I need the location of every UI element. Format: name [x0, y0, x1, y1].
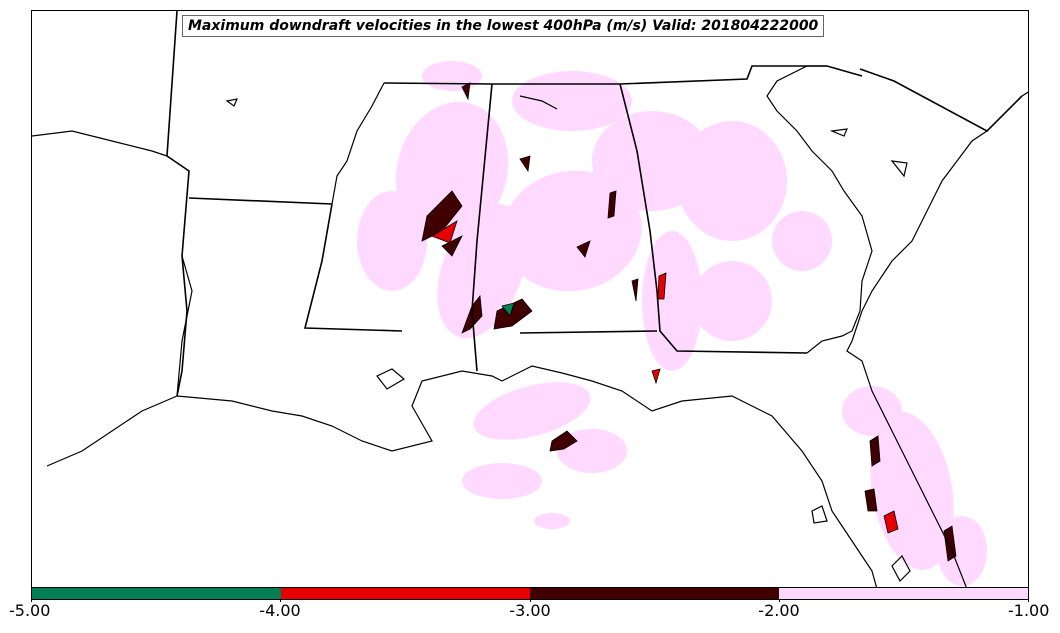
colorbar-tick [31, 599, 32, 602]
map-canvas [32, 11, 1028, 587]
colorbar-bin-3 [779, 588, 1028, 599]
map-frame [31, 10, 1029, 588]
colorbar-tick-label: -3.00 [509, 601, 551, 620]
coastline [32, 65, 1028, 587]
colorbar-tick-label: -5.00 [9, 601, 51, 620]
colorbar-tick [280, 599, 281, 602]
colorbar-bin-1 [281, 588, 530, 599]
colorbar-tick-label: -2.00 [758, 601, 800, 620]
colorbar-bin-2 [530, 588, 779, 599]
colorbar-bin-0 [32, 588, 281, 599]
colorbar-tick-label: -4.00 [259, 601, 301, 620]
colorbar-tick [530, 599, 531, 602]
light-downdraft-field [357, 61, 987, 586]
map-title: Maximum downdraft velocities in the lowe… [182, 15, 825, 37]
colorbar-tick [1028, 599, 1029, 602]
colorbar-tick [779, 599, 780, 602]
colorbar-tick-label: -1.00 [1008, 601, 1050, 620]
